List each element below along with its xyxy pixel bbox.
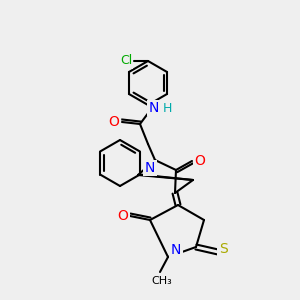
Text: CH₃: CH₃ <box>152 276 172 286</box>
Text: N: N <box>149 101 159 115</box>
Text: O: O <box>118 209 128 223</box>
Text: S: S <box>219 242 227 256</box>
Text: O: O <box>109 115 119 129</box>
Text: N: N <box>171 243 181 257</box>
Text: Cl: Cl <box>120 55 132 68</box>
Text: N: N <box>145 161 155 175</box>
Text: O: O <box>195 154 206 168</box>
Text: H: H <box>162 103 172 116</box>
